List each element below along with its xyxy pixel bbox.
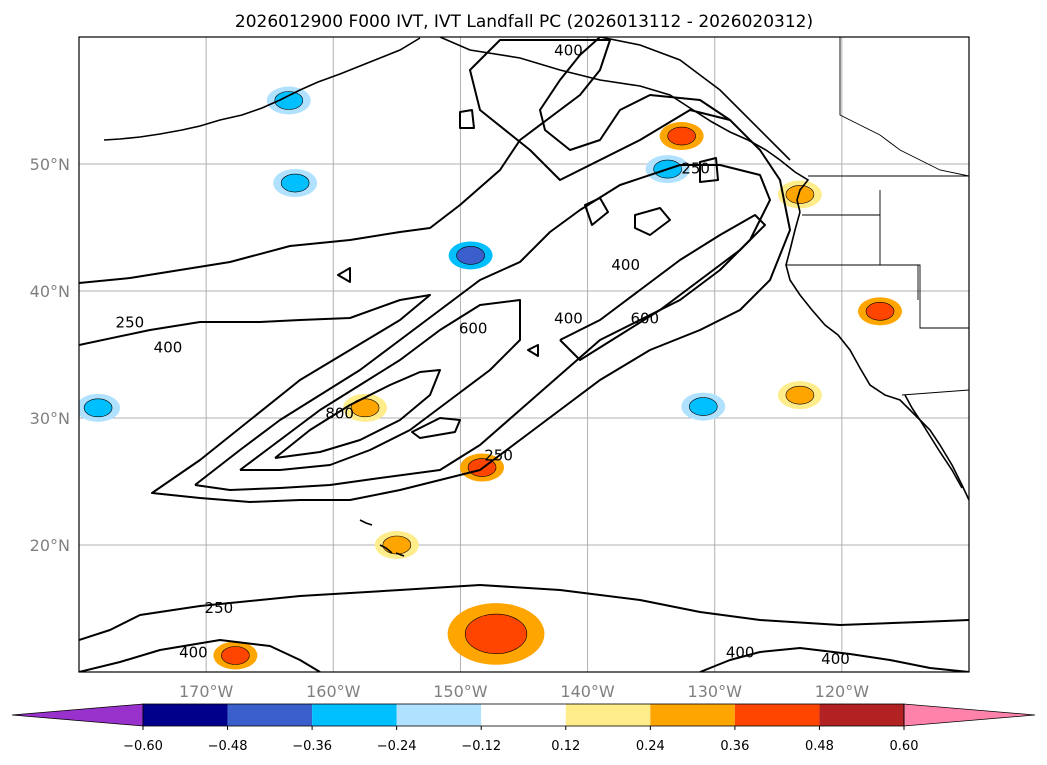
colorbar-segment	[650, 704, 735, 726]
anomaly-patch	[83, 398, 113, 418]
colorbar-tick-label: −0.24	[377, 739, 417, 754]
colorbar-segment	[819, 704, 904, 726]
colorbar-segment	[143, 704, 228, 726]
anomaly-patch	[688, 397, 718, 416]
contour-400-south	[79, 639, 969, 672]
longitude-tick-label: 160°W	[306, 682, 361, 701]
political-borders	[786, 37, 969, 396]
contour-label: 250	[681, 160, 710, 178]
colorbar-tick-label: 0.12	[551, 739, 580, 754]
north-america-west-coast	[785, 211, 969, 501]
contour-label: 600	[459, 320, 488, 338]
contour-label: 400	[179, 643, 208, 661]
alaska-coast	[439, 37, 810, 213]
colorbar-segment	[565, 704, 651, 726]
map-background	[79, 37, 969, 672]
contour-label: 400	[726, 643, 755, 661]
latitude-tick-label: 20°N	[30, 536, 70, 555]
colorbar-segment	[396, 704, 482, 726]
hawaii-islands	[359, 519, 405, 557]
anomaly-patch	[350, 398, 380, 418]
contour-250-main	[79, 39, 791, 503]
colorbar: −0.60 −0.48 −0.36 −0.24 −0.12 0.12 0.24 0.36 0.4…	[11, 703, 1036, 754]
contour-label: 400	[554, 41, 583, 59]
longitude-tick-label: 150°W	[433, 682, 488, 701]
anomaly-patch	[274, 91, 304, 110]
colorbar-outline	[142, 703, 905, 727]
contour-labels: 400 250 400 250 400 600 400 600 800 250 250 400 400 4…	[116, 41, 850, 667]
baja-california	[904, 394, 963, 489]
map-frame	[78, 36, 970, 673]
longitude-tick-label: 130°W	[688, 682, 743, 701]
latitude-tick-label: 40°N	[30, 282, 70, 301]
colorbar-tick-label: −0.60	[123, 739, 163, 754]
chart-title: 2026012900 F000 IVT, IVT Landfall PC (20…	[235, 12, 813, 32]
gridlines	[79, 37, 969, 672]
longitude-labels: 170°W 160°W 150°W 140°W 130°W 120°W	[179, 682, 869, 701]
map-area: 400 250 400 250 400 600 400 600 800 250 250 400 400 4…	[79, 37, 969, 672]
contour-400-north	[539, 37, 731, 151]
colorbar-segment	[481, 704, 566, 726]
latitude-labels: 50°N 40°N 30°N 20°N	[30, 155, 70, 555]
contour-label: 250	[116, 313, 145, 331]
contour-800-ring	[274, 369, 441, 459]
colorbar-tick-label: 0.48	[805, 739, 834, 754]
colorbar-tick-label: −0.36	[292, 739, 332, 754]
contour-label: 250	[205, 599, 234, 617]
anomaly-patch	[456, 246, 485, 265]
colorbar-extend-high	[903, 703, 1036, 727]
contour-label: 250	[484, 447, 513, 465]
colorbar-tick-label: 0.60	[890, 739, 919, 754]
alaska-canada-border	[839, 37, 969, 177]
shaded-anomaly-patches	[79, 86, 902, 670]
colorbar-tick-label: 0.24	[636, 739, 665, 754]
contour-600-east	[559, 214, 766, 361]
colorbar-segment	[734, 704, 820, 726]
coastlines	[103, 37, 969, 557]
contour-label: 400	[821, 650, 850, 668]
anomaly-patch	[382, 535, 412, 555]
contour-600-ring	[239, 299, 521, 471]
latitude-tick-label: 30°N	[30, 409, 70, 428]
colorbar-tick-label: 0.36	[720, 739, 749, 754]
colorbar-segment	[227, 704, 313, 726]
aleutian-islands	[103, 37, 421, 141]
us-state-borders	[786, 190, 969, 396]
colorbar-segment	[312, 704, 397, 726]
anomaly-patch	[464, 613, 528, 655]
contour-400-ring	[194, 164, 771, 491]
colorbar-tick-label: −0.12	[461, 739, 501, 754]
contour-label: 600	[630, 309, 659, 327]
anomaly-patch	[667, 126, 696, 146]
contour-label: 400	[554, 309, 583, 327]
anomaly-patch	[280, 173, 310, 193]
anomaly-patch	[221, 646, 250, 665]
longitude-tick-label: 170°W	[179, 682, 234, 701]
contour-label: 400	[154, 339, 183, 357]
latitude-tick-label: 50°N	[30, 155, 70, 174]
contour-label: 800	[325, 405, 354, 423]
anomaly-patch	[865, 302, 895, 321]
contour-label: 400	[611, 256, 640, 274]
anomaly-patch	[785, 385, 815, 405]
longitude-tick-label: 140°W	[560, 682, 615, 701]
contour-250-south	[79, 584, 969, 641]
colorbar-extend-low	[11, 703, 144, 727]
ivt-contours	[79, 37, 969, 672]
longitude-tick-label: 120°W	[815, 682, 870, 701]
anomaly-patch	[785, 185, 815, 204]
colorbar-tick-label: −0.48	[208, 739, 248, 754]
contour-small-loops	[337, 109, 719, 439]
